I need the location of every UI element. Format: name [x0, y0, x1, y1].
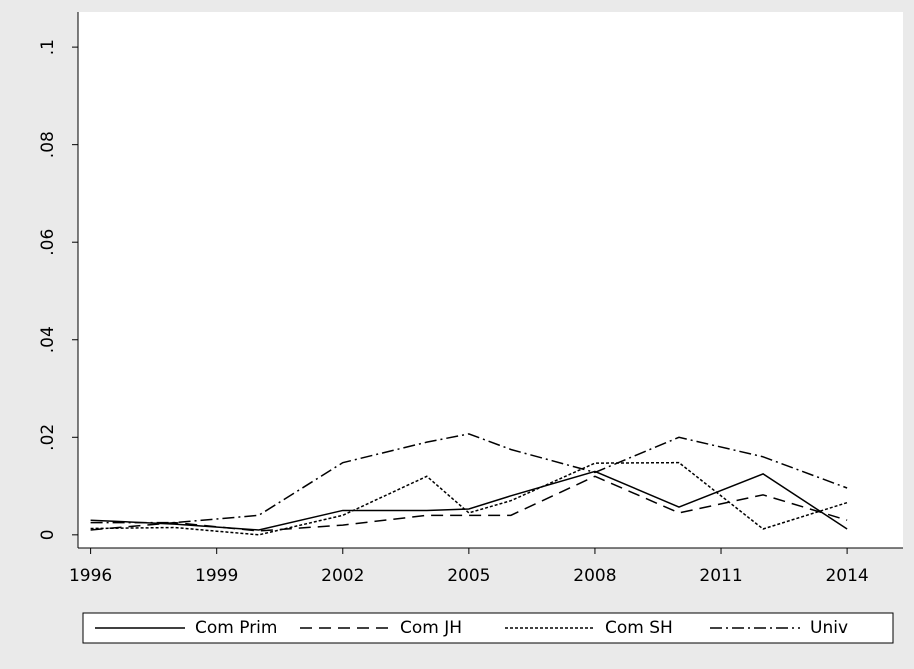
x-tick-label: 2008	[573, 566, 616, 586]
legend-label: Com Prim	[195, 618, 277, 638]
series-line	[90, 433, 848, 524]
x-tick-label: 2011	[699, 566, 742, 586]
y-tick-label: .06	[38, 229, 58, 256]
plot-area	[78, 12, 903, 548]
x-tick-label: 1999	[195, 566, 238, 586]
x-tick-label: 2002	[321, 566, 364, 586]
y-tick-label: .1	[38, 39, 58, 55]
legend-label: Com SH	[605, 618, 673, 638]
y-tick-label: .04	[38, 326, 58, 353]
y-tick-label: .08	[38, 131, 58, 158]
series-line	[90, 461, 848, 536]
x-tick-label: 2014	[825, 566, 868, 586]
y-tick-label: 0	[38, 529, 58, 540]
y-tick-label: .02	[38, 424, 58, 451]
x-tick-label: 1996	[69, 566, 112, 586]
legend-label: Com JH	[400, 618, 462, 638]
legend-label: Univ	[810, 618, 848, 638]
x-tick-label: 2005	[447, 566, 490, 586]
series-line	[90, 475, 848, 532]
